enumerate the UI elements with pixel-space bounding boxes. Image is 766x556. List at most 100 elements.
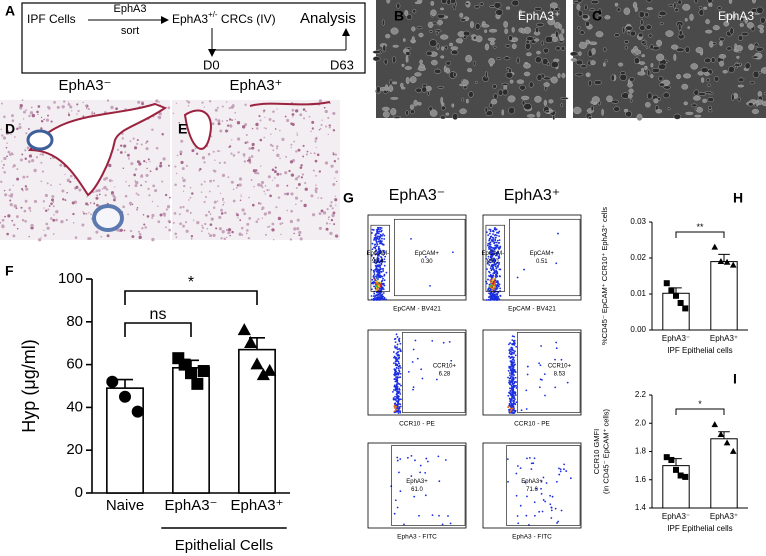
cell [701, 68, 708, 73]
tissue-dot [27, 147, 30, 150]
event [513, 385, 515, 387]
cell [422, 87, 427, 93]
event [395, 338, 397, 340]
cell [745, 63, 750, 69]
cell [605, 15, 611, 19]
tissue-dot [226, 229, 228, 231]
tissue-dot [222, 230, 225, 233]
event [540, 378, 542, 380]
tissue-dot [241, 227, 244, 230]
tissue-dot [217, 150, 219, 152]
event [400, 406, 402, 408]
tissue-dot [96, 195, 97, 196]
tissue-dot [20, 207, 22, 209]
event [380, 242, 382, 244]
event [384, 274, 386, 276]
tissue-dot [285, 116, 287, 118]
cell [510, 80, 513, 84]
cell [668, 107, 670, 110]
event [376, 299, 378, 301]
event [558, 474, 560, 476]
event [509, 387, 511, 389]
y-axis-label: Hyp (μg/ml) [19, 339, 39, 432]
tissue-dot [26, 176, 28, 178]
cell [674, 54, 677, 61]
cell [736, 45, 743, 51]
gate-value: 0.51 [536, 259, 548, 265]
event [487, 243, 489, 245]
cell [641, 19, 644, 24]
tissue-dot [6, 156, 8, 158]
tissue-dot [245, 142, 247, 144]
cell [624, 40, 629, 43]
tissue-dot [327, 208, 329, 210]
tissue-dot [136, 192, 138, 194]
tissue-dot [28, 128, 30, 130]
cell [685, 47, 690, 53]
event [374, 273, 376, 275]
tissue-dot [182, 177, 184, 179]
cell [676, 74, 680, 79]
event [381, 240, 383, 242]
event [570, 477, 572, 479]
event [513, 410, 515, 412]
tissue-dot [180, 153, 182, 155]
cell [675, 8, 679, 12]
tissue-dot [219, 150, 220, 151]
event [397, 344, 399, 346]
tissue-dot [201, 183, 203, 185]
tissue-dot [303, 204, 306, 207]
y-tick-label: 0.01 [630, 289, 646, 298]
cell [705, 19, 709, 24]
event [397, 403, 399, 405]
cell [382, 107, 389, 111]
event [515, 385, 517, 387]
tissue-dot [174, 212, 177, 215]
tissue-dot [83, 213, 85, 215]
tissue-dot [201, 101, 203, 103]
flow-plot [483, 330, 581, 415]
tissue-dot [85, 213, 87, 215]
cell [682, 4, 690, 10]
event [398, 339, 400, 341]
tissue-dot [91, 113, 93, 115]
tissue-dot [241, 196, 242, 197]
cell [705, 91, 712, 94]
significance-label: ** [696, 222, 704, 232]
event [396, 365, 398, 367]
tissue-dot [300, 166, 303, 169]
event [376, 290, 378, 292]
tissue-dot [144, 226, 147, 229]
tissue-dot [59, 164, 62, 167]
tissue-dot [20, 104, 23, 107]
tissue-dot [226, 120, 228, 122]
event [495, 268, 497, 270]
event [396, 384, 398, 386]
y-tick-label: 2.2 [635, 390, 647, 399]
tissue-dot [269, 194, 272, 197]
event [515, 394, 517, 396]
tissue-dot [244, 156, 245, 157]
event [511, 398, 513, 400]
tissue-dot [3, 157, 6, 160]
event [397, 507, 399, 509]
flow-plot [483, 443, 581, 528]
tissue-dot [167, 205, 170, 208]
cell [578, 52, 581, 56]
event [373, 281, 375, 283]
tissue-dot [311, 121, 314, 124]
tissue-dot [243, 212, 246, 215]
tissue-dot [287, 210, 289, 212]
cell [656, 109, 662, 113]
cell [387, 0, 390, 3]
event [415, 340, 417, 342]
tissue-dot [302, 173, 304, 175]
cell [688, 26, 690, 28]
tissue-dot [264, 212, 267, 215]
tissue-dot [6, 233, 9, 236]
y-axis-label: %CD45⁻ EpCAM⁺ CCR10⁺ EphA3⁺ cells [600, 207, 609, 345]
event [497, 298, 499, 300]
cell [699, 9, 704, 15]
tissue-dot [29, 210, 31, 212]
event [496, 284, 498, 286]
